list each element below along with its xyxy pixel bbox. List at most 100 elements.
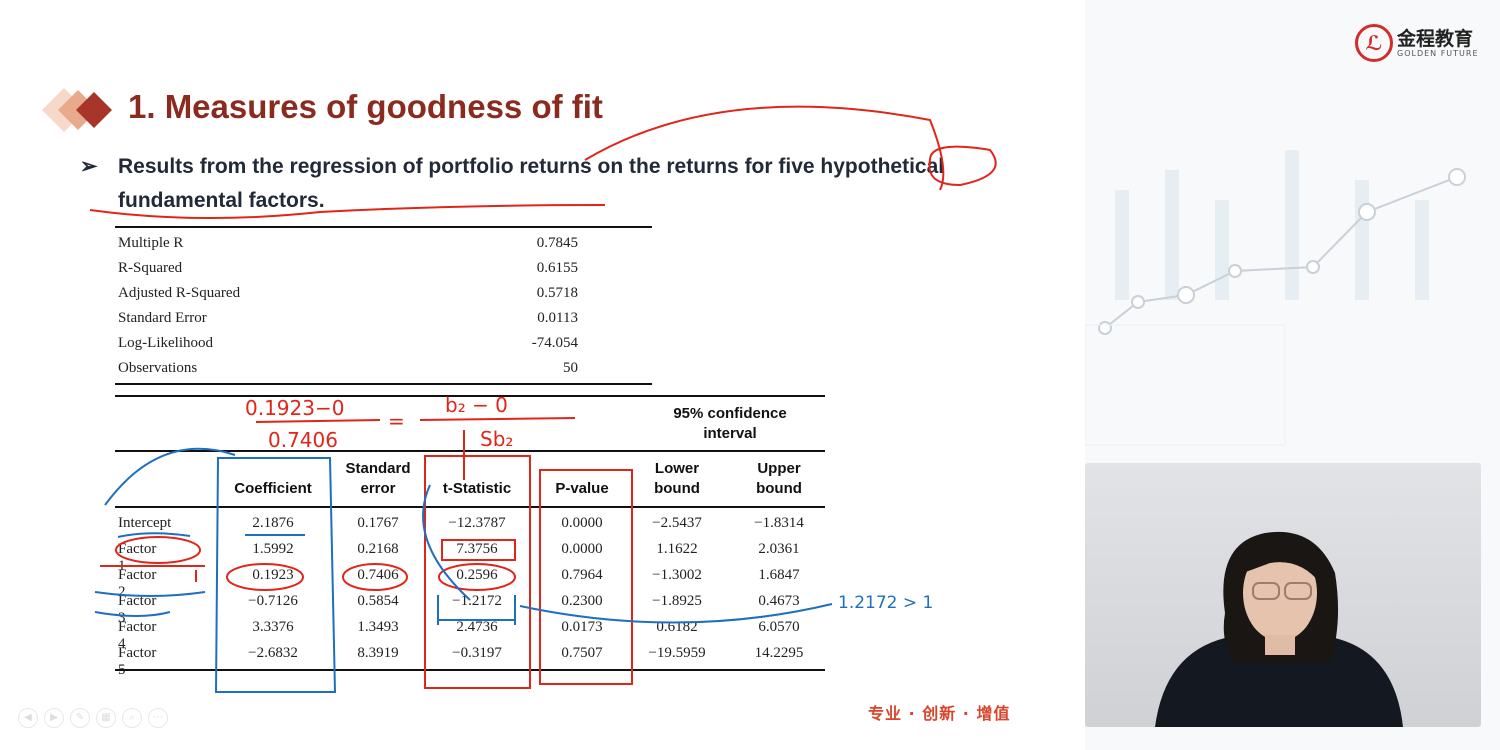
ink-box — [441, 539, 516, 561]
ink-box-t-stat — [424, 455, 531, 689]
slide: 1. Measures of goodness of fit ➢ Results… — [18, 88, 1011, 728]
stat-label: Observations — [118, 360, 198, 376]
pen-icon[interactable]: ✎ — [70, 708, 90, 728]
ink-underline — [94, 532, 206, 617]
table-cell: 0.7507 — [561, 645, 603, 661]
ink-box-coefficient — [214, 457, 337, 693]
row-label: Factor 3 — [118, 593, 157, 626]
column-header: Standard error — [345, 460, 411, 497]
ink-stroke — [89, 204, 606, 220]
table-cell: 0.2596 — [456, 567, 498, 583]
slide-controls: ◀ ▶ ✎ ▦ ⌕ ⋯ — [18, 708, 168, 728]
divider — [115, 383, 652, 385]
ink-stroke — [422, 484, 471, 601]
grid-icon[interactable]: ▦ — [96, 708, 116, 728]
table-cell: 0.7964 — [561, 567, 603, 583]
instructor-figure — [1155, 531, 1403, 727]
stat-value: 0.7845 — [536, 235, 578, 251]
more-icon[interactable]: ⋯ — [148, 708, 168, 728]
divider — [115, 226, 652, 228]
table-cell: −1.3002 — [652, 567, 702, 583]
row-label: Intercept — [118, 515, 172, 531]
table-cell: 3.3376 — [252, 619, 294, 635]
logo: ℒ 金程教育 GOLDEN FUTURE — [1355, 24, 1479, 62]
slide-title: 1. Measures of goodness of fit — [128, 88, 603, 125]
bullet-text: Results from the regression of portfolio… — [118, 155, 945, 212]
stat-label: Log-Likelihood — [118, 335, 213, 351]
table-cell: 1.5992 — [252, 541, 294, 557]
table-cell: 0.1923 — [252, 567, 294, 583]
ink-side-note: 1.2172 > 1 — [838, 593, 933, 613]
table-cell: −0.7126 — [248, 593, 298, 609]
table-cell: 1.1622 — [656, 541, 698, 557]
ink-circle — [438, 563, 516, 591]
ink-stroke — [100, 565, 205, 582]
background-chart-graphic — [1084, 150, 1466, 446]
stat-label: Multiple R — [118, 235, 184, 251]
stat-value: -74.054 — [531, 335, 578, 351]
ink-circle — [342, 563, 408, 591]
ink-numerator: 0.1923−0 — [245, 396, 344, 420]
stat-value: 0.5718 — [536, 285, 578, 301]
bullet-arrow-icon: ➢ — [80, 155, 98, 178]
divider — [115, 669, 825, 671]
stat-label: Standard Error — [118, 310, 207, 326]
logo-emblem-icon: ℒ — [1355, 24, 1393, 62]
table-cell: 14.2295 — [754, 645, 804, 661]
table-cell: 0.7406 — [357, 567, 399, 583]
ink-circle — [226, 563, 304, 591]
prev-icon[interactable]: ◀ — [18, 708, 38, 728]
logo-text-cn: 金程教育 — [1397, 27, 1474, 50]
table-cell: 0.2300 — [561, 593, 603, 609]
table-cell: 8.3919 — [357, 645, 399, 661]
column-header: Coefficient — [234, 480, 312, 497]
ink-bracket — [437, 595, 516, 625]
table-cell: 7.3756 — [456, 541, 498, 557]
table-cell: −1.2172 — [452, 593, 502, 609]
column-header: P-value — [555, 480, 609, 497]
ink-stroke — [928, 145, 997, 187]
table-cell: 0.5854 — [357, 593, 399, 609]
ink-rhs-denominator: Sb₂ — [480, 427, 513, 451]
ink-arrow — [104, 447, 236, 506]
column-header: Upper bound — [756, 460, 802, 497]
stat-label: Adjusted R-Squared — [118, 285, 241, 301]
logo-text-en: GOLDEN FUTURE — [1397, 48, 1479, 58]
zoom-icon[interactable]: ⌕ — [122, 708, 142, 728]
row-label: Factor 2 — [118, 567, 157, 600]
table-cell: 2.4736 — [456, 619, 498, 635]
table-cell: −2.6832 — [248, 645, 298, 661]
ink-annotations: 0.1923−0 0.7406 = b₂ − 0 Sb₂ 1.2172 > 1 — [89, 105, 997, 693]
row-label: Factor 4 — [118, 619, 157, 652]
divider — [115, 450, 825, 452]
ink-fraction-bar — [255, 417, 576, 423]
stat-value: 0.0113 — [537, 310, 578, 326]
table-cell: 0.0000 — [561, 541, 603, 557]
table-cell: 0.2168 — [357, 541, 399, 557]
table-cell: −19.5959 — [648, 645, 706, 661]
ink-rhs-numerator: b₂ − 0 — [445, 393, 508, 417]
stat-value: 50 — [563, 360, 578, 376]
table-cell: 0.4673 — [758, 593, 800, 609]
column-header: t-Statistic — [442, 480, 512, 497]
ink-equals: = — [388, 409, 405, 433]
ink-box-p-value — [539, 469, 633, 685]
table-cell: −1.8314 — [754, 515, 804, 531]
divider — [115, 395, 825, 397]
divider — [115, 506, 825, 508]
confidence-interval-header: 95% confidence interval — [673, 405, 787, 442]
slogan: 专业 · 创新 · 增值 — [868, 704, 1011, 723]
ink-stroke — [584, 105, 945, 191]
ink-arrow — [519, 603, 833, 624]
table-cell: −0.3197 — [452, 645, 502, 661]
table-cell: 2.1876 — [252, 515, 294, 531]
table-cell: 0.0173 — [561, 619, 603, 635]
stat-value: 0.6155 — [536, 260, 578, 276]
table-cell: 2.0361 — [758, 541, 800, 557]
title-diamonds-icon — [42, 88, 112, 132]
ink-denominator: 0.7406 — [268, 428, 338, 452]
play-icon[interactable]: ▶ — [44, 708, 64, 728]
table-cell: 1.3493 — [357, 619, 399, 635]
table-cell: −12.3787 — [448, 515, 506, 531]
table-cell: 0.0000 — [561, 515, 603, 531]
